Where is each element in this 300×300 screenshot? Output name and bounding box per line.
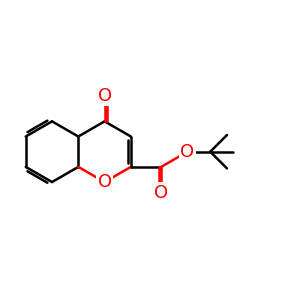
Text: O: O [98,87,112,105]
Text: O: O [154,184,168,202]
Text: O: O [98,173,112,191]
Text: O: O [180,143,195,161]
